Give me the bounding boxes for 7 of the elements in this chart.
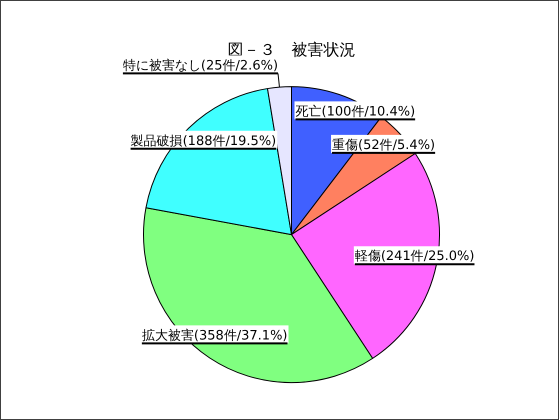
slice-label: 拡大被害(358件/37.1%) <box>142 327 288 344</box>
slice-label: 死亡(100件/10.4%) <box>296 103 416 120</box>
chart-title: 図－３ 被害状況 <box>228 40 356 59</box>
slice-label: 軽傷(241件/25.0%) <box>354 249 474 264</box>
slice-label: 製品破損(188件/19.5%) <box>130 134 276 149</box>
slice-label: 特に被害なし(25件/2.6%) <box>122 57 278 74</box>
slice-label: 重傷(52件/5.4%) <box>332 138 436 153</box>
